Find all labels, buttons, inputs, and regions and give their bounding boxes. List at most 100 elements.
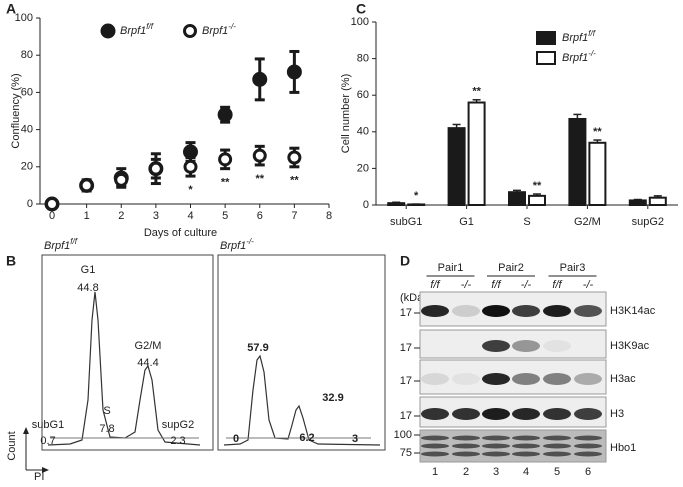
row-label: H3K9ac — [610, 340, 650, 352]
genotype: f/f — [430, 279, 440, 291]
band — [482, 305, 510, 317]
y-axis-label: Cell number (%) — [340, 74, 352, 153]
y-axis-label: Confluency (%) — [10, 73, 22, 148]
annotation: ** — [255, 173, 264, 185]
band — [543, 451, 571, 457]
legend-swatch — [536, 51, 556, 65]
row-label: Hbo1 — [610, 442, 636, 454]
name: Brpf1 — [44, 240, 70, 252]
marker-label: 75 — [400, 447, 412, 459]
blot-strip — [419, 329, 607, 359]
band — [452, 373, 480, 385]
band — [482, 340, 510, 352]
lane-number: 2 — [463, 466, 469, 478]
legend-label: Brpf1f/f — [120, 22, 154, 37]
marker-label: 100 — [394, 429, 412, 441]
name-sup: -/- — [588, 49, 596, 58]
marker-label: 17 — [400, 307, 412, 319]
x-tick-label: 5 — [222, 210, 228, 222]
histogram-frame — [41, 254, 214, 451]
panel-label: A — [6, 1, 16, 17]
pair-label: Pair3 — [560, 262, 586, 274]
x-tick-label: 3 — [153, 210, 159, 222]
marker-label: 17 — [400, 410, 412, 422]
y-tick-label: 0 — [363, 199, 369, 211]
genotype: -/- — [583, 279, 594, 291]
x-tick-label: S — [523, 216, 530, 228]
lane-number: 5 — [554, 466, 560, 478]
data-point — [217, 107, 233, 123]
pair-label: Pair1 — [438, 262, 464, 274]
band — [452, 443, 480, 449]
gate-name: supG2 — [162, 419, 194, 431]
genotype: f/f — [552, 279, 562, 291]
band — [482, 408, 510, 420]
band — [574, 305, 602, 317]
band — [482, 443, 510, 449]
legend-marker — [183, 24, 197, 38]
band — [543, 408, 571, 420]
row-label: H3 — [610, 408, 624, 420]
y-tick-label: 80 — [357, 53, 369, 65]
x-tick-label: 4 — [187, 210, 193, 222]
annotation: * — [414, 190, 419, 202]
x-tick-label: 2 — [118, 210, 124, 222]
arrow-head — [23, 427, 49, 473]
band — [574, 451, 602, 457]
plot-title: Brpf1f/f — [44, 237, 78, 252]
panel-label: D — [400, 253, 410, 269]
data-point — [183, 159, 198, 174]
panel-label: C — [356, 1, 366, 17]
legend-label: Brpf1-/- — [562, 49, 596, 64]
x-tick-label: supG2 — [632, 216, 664, 228]
annotation: ** — [290, 175, 299, 187]
data-point — [114, 172, 129, 187]
data-point — [218, 152, 233, 167]
data-point — [148, 161, 163, 176]
plot-title: Brpf1-/- — [220, 237, 254, 252]
lane-number: 4 — [523, 466, 529, 478]
annotation: ** — [221, 177, 230, 189]
band — [421, 435, 449, 441]
gate-value: 0 — [233, 433, 239, 445]
band — [512, 340, 540, 352]
genotype: f/f — [491, 279, 501, 291]
genotype: -/- — [461, 279, 472, 291]
bar — [528, 194, 546, 207]
gate-name: S — [103, 405, 110, 417]
band — [543, 443, 571, 449]
x-tick-label: 6 — [257, 210, 263, 222]
data-point — [45, 197, 59, 211]
band — [421, 451, 449, 457]
band — [543, 340, 571, 352]
y-tick-label: 20 — [357, 162, 369, 174]
x-axis-label: Days of culture — [144, 227, 217, 239]
band — [574, 443, 602, 449]
bar — [467, 101, 486, 206]
legend-marker — [100, 23, 116, 39]
bar — [447, 127, 466, 206]
bar — [628, 199, 647, 207]
annotation: ** — [472, 86, 481, 98]
x-tick-label: 8 — [326, 210, 332, 222]
band — [482, 451, 510, 457]
name-sup: f/f — [588, 29, 595, 38]
legend-label: Brpf1f/f — [562, 29, 596, 44]
band — [452, 451, 480, 457]
histogram-frame — [217, 254, 386, 451]
x-tick-label: 1 — [84, 210, 90, 222]
band — [543, 373, 571, 385]
x-tick-label: G2/M — [574, 216, 601, 228]
gate-value: 32.9 — [322, 392, 343, 404]
band — [512, 435, 540, 441]
y-tick-label: 60 — [21, 86, 33, 98]
name: Brpf1 — [120, 25, 146, 37]
band — [543, 435, 571, 441]
gate-value: 2.3 — [170, 435, 185, 447]
marker-label: 17 — [400, 342, 412, 354]
band — [574, 435, 602, 441]
annotation: ** — [533, 180, 542, 192]
axis-label: PI — [34, 471, 44, 482]
lane-number: 1 — [432, 466, 438, 478]
band — [512, 408, 540, 420]
